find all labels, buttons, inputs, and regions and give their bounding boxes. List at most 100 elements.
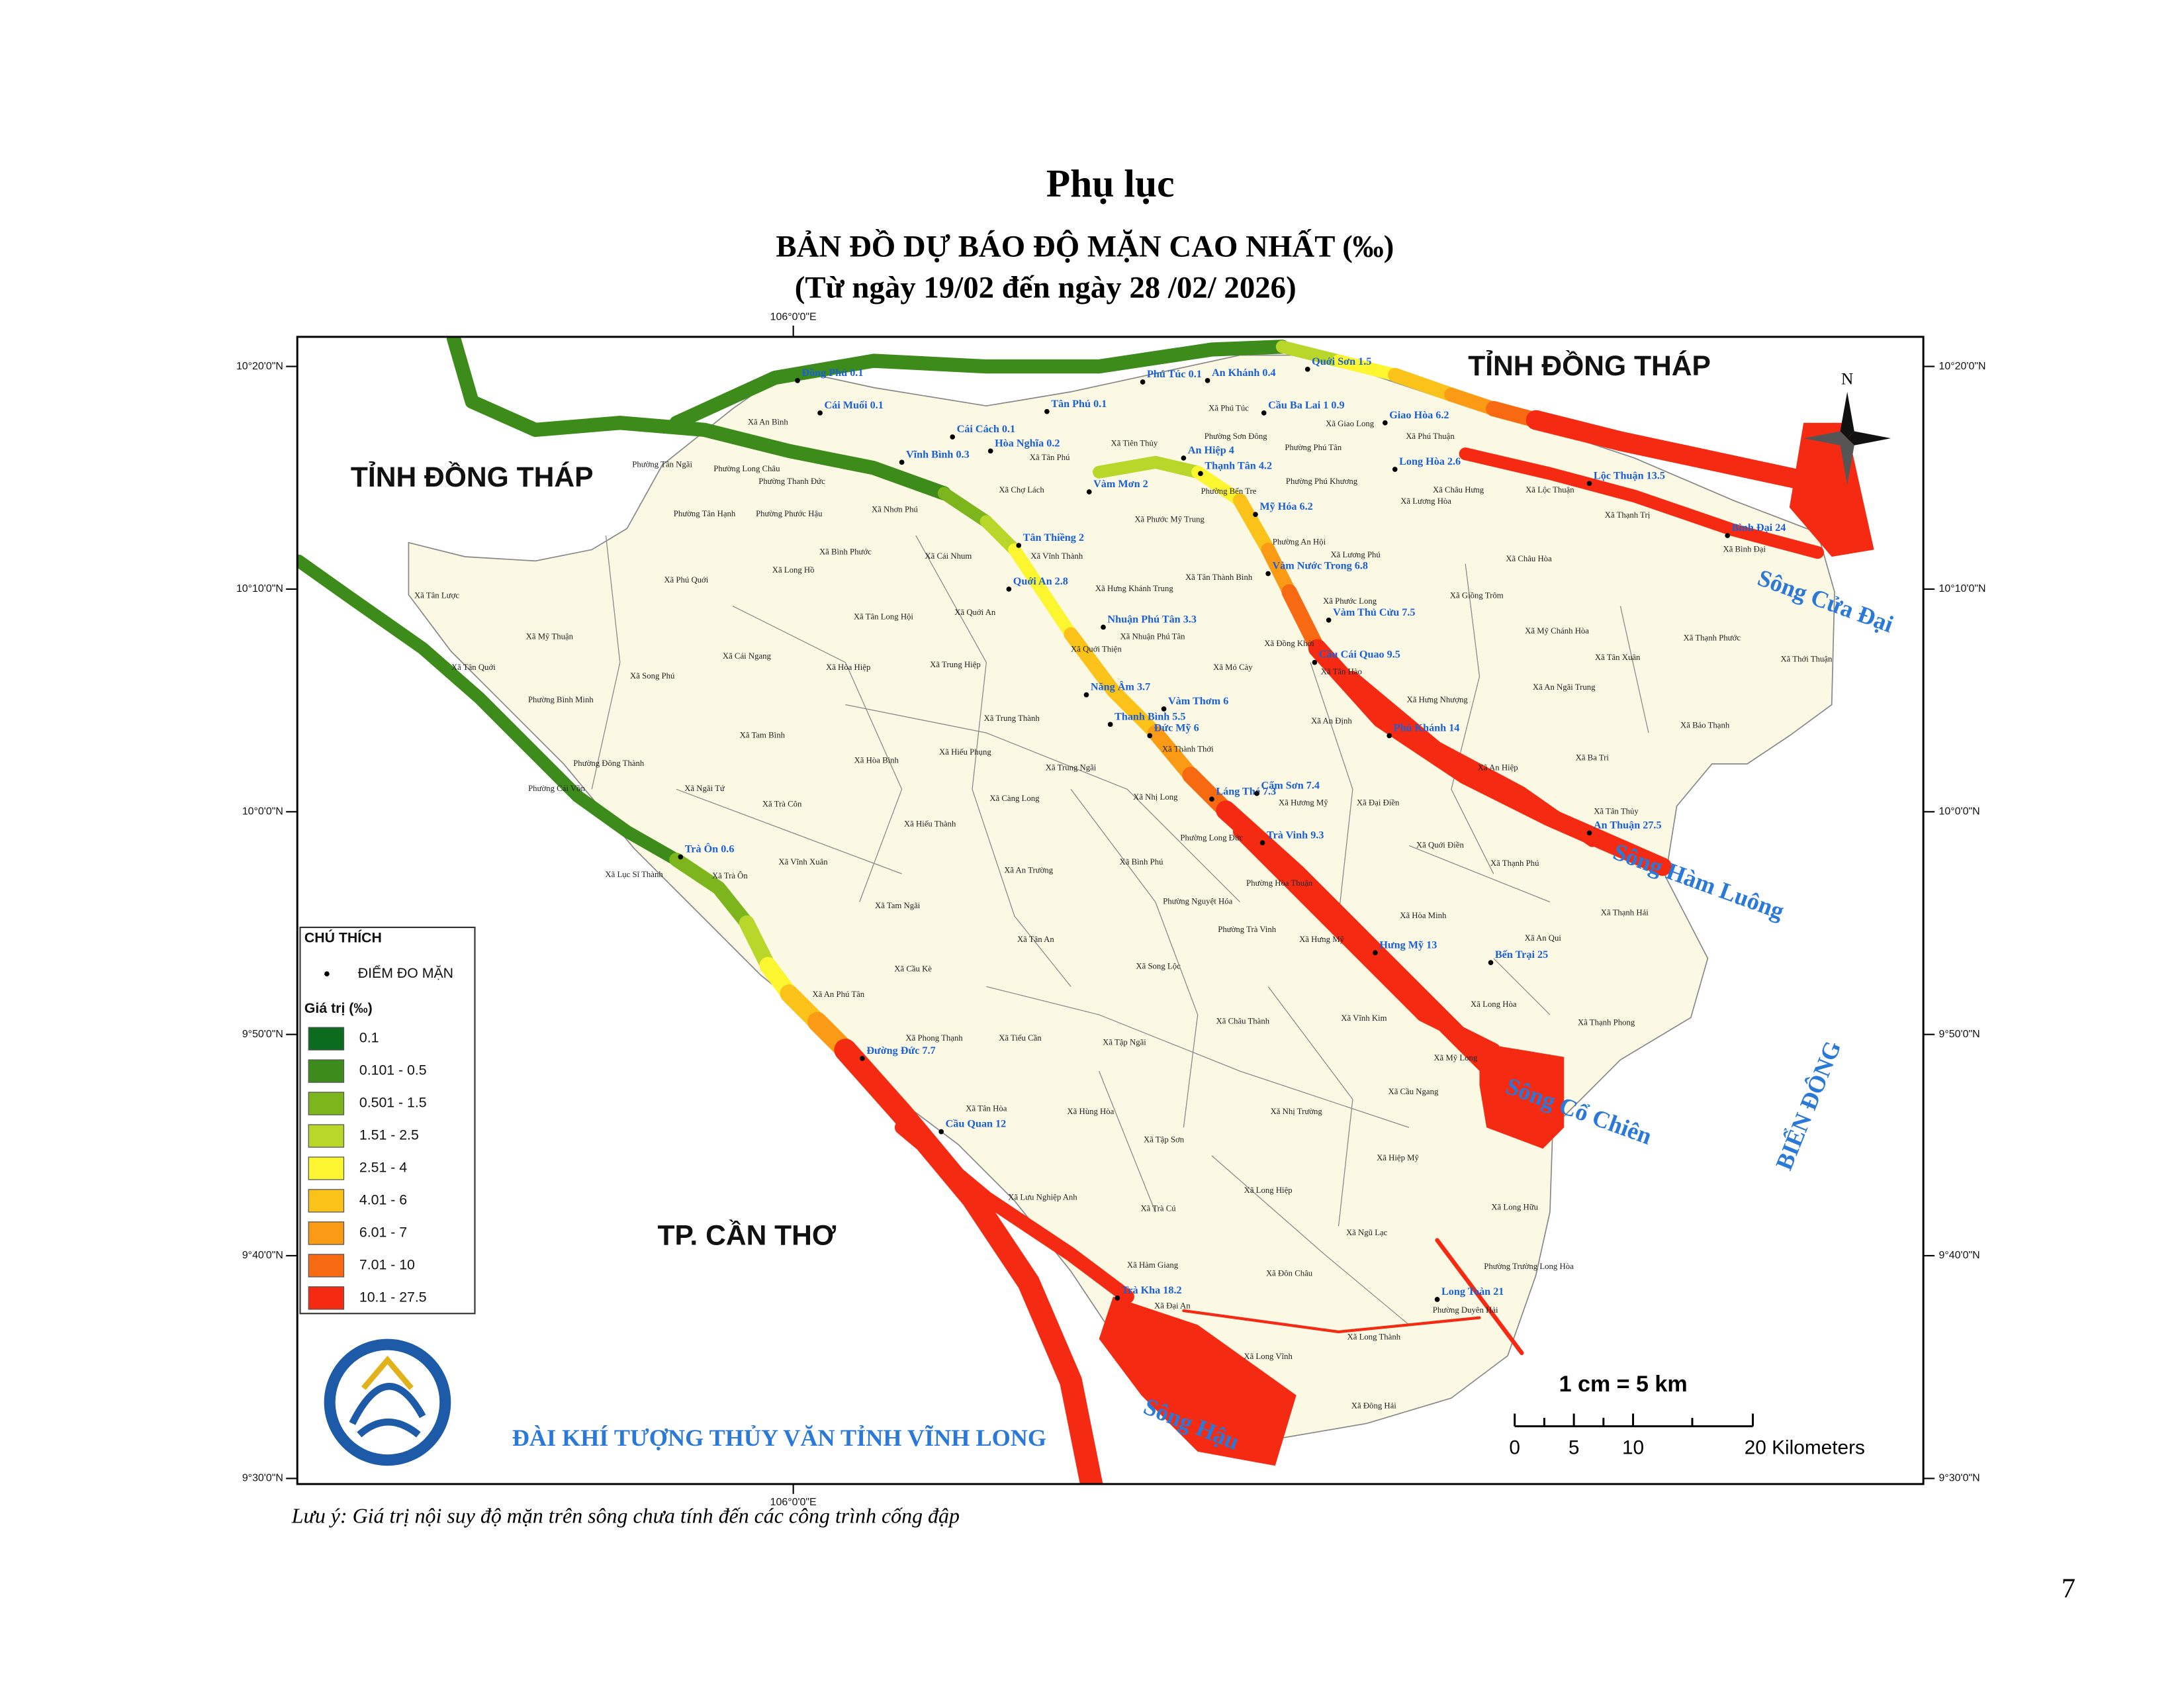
river-segment	[1064, 627, 1163, 740]
commune-label: Xã An Qui	[1525, 933, 1562, 943]
station-label: Hòa Nghĩa 0.2	[995, 438, 1060, 449]
commune-label: Xã Thạnh Trị	[1605, 510, 1651, 520]
agency-name: ĐÀI KHÍ TƯỢNG THỦY VĂN TỈNH VĨNH LONG	[512, 1425, 1046, 1451]
legend-label: 10.1 - 27.5	[359, 1289, 427, 1305]
river-segment	[446, 336, 627, 438]
station-point	[1209, 796, 1214, 802]
station-label: Vàm Nước Trong 6.8	[1273, 561, 1368, 572]
commune-label: Phường Thanh Đức	[758, 477, 825, 486]
river-segment	[1281, 584, 1326, 657]
commune-label: Xã Ngũ Lạc	[1346, 1228, 1388, 1237]
legend-point-label: ĐIỂM ĐO MẶN	[358, 964, 453, 981]
commune-label: Xã An Ngãi Trung	[1533, 682, 1596, 692]
station-label: Đức Mỹ 6	[1154, 722, 1199, 733]
station-point	[1253, 512, 1258, 517]
river-segment	[297, 554, 683, 867]
commune-label: Xã Hòa Bình	[854, 756, 899, 765]
station-label: Giao Hòa 6.2	[1389, 410, 1449, 421]
scale-label: 20 Kilometers	[1745, 1437, 1865, 1459]
note: Lưu ý: Giá trị nội suy độ mặn trên sông …	[291, 1504, 960, 1527]
station-point	[1205, 378, 1210, 383]
region-label: TP. CẦN THƠ	[658, 1220, 837, 1252]
station-label: Đồng Phú 0.1	[801, 367, 863, 379]
station-point	[1586, 481, 1592, 487]
commune-label: Xã Mỹ Thuận	[526, 632, 574, 641]
commune-label: Xã Phước Mỹ Trung	[1134, 515, 1205, 524]
logo	[324, 1338, 451, 1466]
region-label: TỈNH ĐỒNG THÁP	[351, 461, 594, 493]
commune-label: Xã Hưng Khánh Trung	[1095, 584, 1174, 593]
commune-label: Xã Đôn Châu	[1266, 1269, 1313, 1278]
commune-label: Xã Bảo Thạnh	[1680, 720, 1730, 729]
station-label: Tân Phú 0.1	[1051, 399, 1107, 410]
commune-label: Xã Tập Ngãi	[1103, 1037, 1146, 1047]
station-label: Long Toàn 21	[1441, 1286, 1504, 1297]
commune-label: Xã Lục Sĩ Thành	[605, 870, 663, 879]
commune-label: Phường Tân Ngãi	[632, 460, 692, 469]
river-segment	[669, 340, 1290, 430]
river-segment	[894, 1120, 1134, 1304]
legend-label: 1.51 - 2.5	[359, 1127, 419, 1143]
river-segment	[1261, 542, 1297, 599]
commune-label: Xã Phú Quới	[664, 575, 708, 585]
station-label: An Khánh 0.4	[1212, 367, 1276, 379]
station-point	[1261, 410, 1267, 416]
commune-label: Xã Ba Tri	[1576, 753, 1610, 762]
map-title: BẢN ĐỒ DỰ BÁO ĐỘ MẶN CAO NHẤT (‰)	[776, 229, 1394, 264]
commune-label: Xã Giồng Trôm	[1450, 591, 1504, 600]
commune-label: Xã Hòa Hiệp	[826, 663, 870, 672]
commune-label: Xã Tân Thủy	[1594, 806, 1639, 816]
river-segment	[1459, 447, 1825, 559]
commune-label: Xã Đông Hải	[1351, 1401, 1397, 1411]
commune-label: Xã Đại Điền	[1357, 798, 1400, 808]
commune-label: Xã Hiệp Mỹ	[1377, 1153, 1419, 1162]
north-label: N	[1841, 369, 1853, 389]
station-point	[938, 1129, 944, 1135]
commune-label: Xã Trà Cú	[1140, 1204, 1176, 1213]
station-point	[1434, 1297, 1440, 1302]
station-point	[1198, 471, 1203, 477]
stations: Đồng Phú 0.1 Cái Muối 0.1 Tân Phú 0.1 Phú T…	[678, 356, 1786, 1302]
commune-label: Xã Hưng Mỹ	[1299, 935, 1345, 944]
station-point	[1304, 367, 1310, 372]
station-label: Phú Túc 0.1	[1147, 369, 1202, 380]
commune-label: Xã Lương Phú	[1330, 550, 1381, 559]
legend-swatch	[308, 1221, 345, 1245]
station-label: Lộc Thuận 13.5	[1594, 470, 1665, 481]
commune-label: Xã Tân Thành Bình	[1185, 573, 1253, 582]
commune-label: Phường Phú Khương	[1286, 477, 1358, 486]
commune-label: Xã Hiếu Thành	[904, 819, 956, 828]
commune-label: Phường Tân Hạnh	[674, 509, 736, 518]
commune-label: Xã Tân Lược	[414, 591, 459, 600]
station-label: Vàm Thơm 6	[1168, 696, 1228, 707]
station-label: Trà Vinh 9.3	[1267, 829, 1324, 841]
page-number: 7	[2062, 1573, 2075, 1604]
latitude-label: 9°50'0"N	[242, 1029, 283, 1040]
station-label: Năng Âm 3.7	[1091, 680, 1150, 693]
commune-label: Xã An Định	[1311, 716, 1352, 726]
commune-label: Xã Long Hữu	[1491, 1203, 1538, 1212]
river-segment	[669, 853, 754, 931]
station-label: Cái Muối 0.1	[824, 400, 883, 411]
commune-label: Xã Trung Ngãi	[1046, 763, 1097, 772]
commune-label: Xã Long Hồ	[772, 565, 815, 575]
station-point	[1181, 455, 1187, 461]
station-point	[1312, 659, 1318, 665]
legend-swatch	[308, 1092, 345, 1115]
commune-label: Xã Song Lộc	[1136, 961, 1181, 970]
station-point	[1083, 692, 1089, 698]
commune-label: Xã Vĩnh Xuân	[778, 857, 828, 867]
river-segment	[1008, 543, 1077, 641]
commune-label: Xã Hưng Nhượng	[1407, 695, 1469, 704]
river-segment	[834, 1039, 1103, 1484]
commune-label: Xã Vĩnh Thành	[1030, 551, 1083, 561]
station-label: Mỹ Hóa 6.2	[1259, 501, 1312, 512]
commune-label: Xã Hòa Minh	[1400, 911, 1447, 920]
latitude-label: 10°10'0"N	[236, 583, 283, 594]
station-label: Đường Đức 7.7	[866, 1045, 935, 1056]
station-label: Long Hòa 2.6	[1399, 456, 1461, 467]
scale-label: 5	[1569, 1437, 1580, 1459]
commune-label: Xã Bình Phước	[819, 547, 872, 557]
legend-label: 0.501 - 1.5	[359, 1095, 427, 1111]
river-segment	[1182, 1309, 1481, 1334]
